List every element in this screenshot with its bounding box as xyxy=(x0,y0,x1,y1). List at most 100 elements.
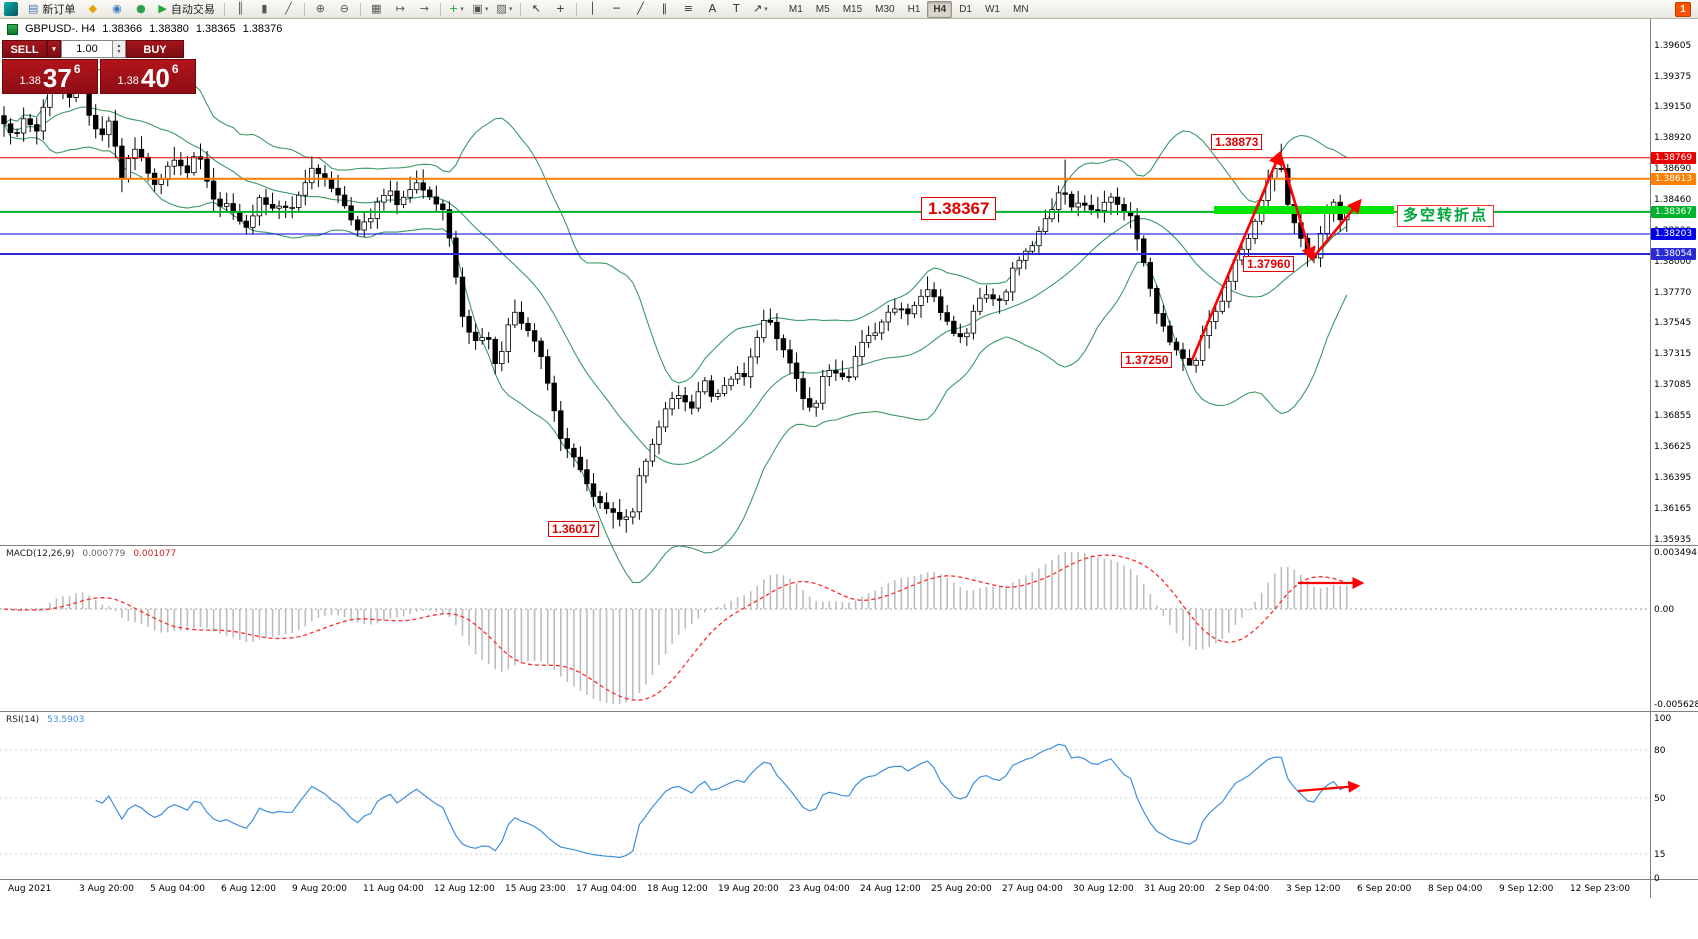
pivot-price-annotation[interactable]: 1.38367 xyxy=(921,197,997,220)
crosshair-icon[interactable]: + xyxy=(549,1,572,17)
arrows-icon: ↗ xyxy=(753,2,763,15)
chart-window-icon xyxy=(7,23,18,35)
price-annotation-label[interactable]: 1.37960 xyxy=(1243,256,1295,272)
cursor-icon: ↖ xyxy=(531,2,541,15)
zoom-in-icon[interactable]: ⊕ xyxy=(309,1,332,17)
auto-scroll-icon[interactable]: ↦ xyxy=(389,1,412,17)
macd-signal-line xyxy=(3,554,1347,701)
timeframe-m1-button[interactable]: M1 xyxy=(788,3,803,15)
sell-button[interactable]: SELL xyxy=(2,40,47,58)
sell-options-dropdown[interactable]: ▾ xyxy=(47,40,61,58)
line-chart-icon[interactable]: ╱ xyxy=(277,1,300,17)
autotrading-button[interactable]: ▶ 自动交易 xyxy=(153,1,219,17)
bollinger-bands[interactable] xyxy=(3,58,1348,584)
rsi-indicator-label: RSI(14) 53.5903 xyxy=(6,715,84,725)
templates-icon[interactable]: ▨ ▾ xyxy=(493,1,516,17)
dropdown-arrow-icon: ▾ xyxy=(508,5,513,13)
buy-price-pip: 6 xyxy=(171,62,179,76)
buy-price-prefix: 1.38 xyxy=(117,75,139,87)
macd-indicator-label: MACD(12,26,9) 0.000779 0.001077 xyxy=(6,549,176,559)
buy-price-display[interactable]: 1.38 40 6 xyxy=(100,59,196,94)
rsi-trend-arrow[interactable] xyxy=(1297,780,1361,793)
timeframe-m30-button[interactable]: M30 xyxy=(875,3,895,15)
timeframe-h1-button[interactable]: H1 xyxy=(907,3,921,15)
fibonacci-icon: ≡ xyxy=(683,2,693,15)
symbol-title: GBPUSD-. H4 xyxy=(25,23,96,35)
timeframe-h4-button[interactable]: H4 xyxy=(927,0,953,18)
zoom-out-icon: ⊖ xyxy=(339,2,349,15)
rsi-value: 53.5903 xyxy=(47,715,85,725)
buy-price-big: 40 xyxy=(140,63,170,93)
new-order-button: ▤ xyxy=(28,2,39,15)
zoom-out-icon[interactable]: ⊖ xyxy=(333,1,356,17)
toolbar-separator xyxy=(223,2,225,16)
timeframe-m5-button[interactable]: M5 xyxy=(815,3,830,15)
dropdown-arrow-icon: ▾ xyxy=(764,5,768,13)
market-watch-icon[interactable]: ◉ xyxy=(105,1,128,17)
candlesticks[interactable] xyxy=(1,68,1350,533)
chart-shift-icon: → xyxy=(419,2,429,15)
autotrading-button-label: 自动交易 xyxy=(170,4,215,16)
timeframe-d1-button[interactable]: D1 xyxy=(959,3,972,15)
trendline-icon[interactable]: ╱ xyxy=(629,1,652,17)
indicators-icon[interactable]: + ▾ xyxy=(445,1,468,17)
sell-price-display[interactable]: 1.38 37 6 xyxy=(2,59,98,94)
pivot-zone-band[interactable] xyxy=(1214,206,1394,214)
quote-open: 1.38366 xyxy=(102,23,143,35)
strategy-tester-icon[interactable]: ● xyxy=(129,1,152,17)
volume-input[interactable] xyxy=(61,40,113,58)
indicators-icon: + xyxy=(449,2,459,15)
autotrading-button: ▶ xyxy=(158,2,167,15)
zoom-in-icon: ⊕ xyxy=(315,2,325,15)
chart-shift-icon[interactable]: → xyxy=(413,1,436,17)
toolbar-separator xyxy=(303,2,305,16)
vertical-line-icon: │ xyxy=(589,2,596,15)
bar-chart-icon: ║ xyxy=(237,2,244,15)
price-annotation-label[interactable]: 1.37250 xyxy=(1121,352,1173,368)
timeframe-w1-button[interactable]: W1 xyxy=(984,3,1000,15)
equidistant-channel-icon: ∥ xyxy=(661,2,668,15)
toolbar-separator xyxy=(519,2,521,16)
templates-icon: ▨ xyxy=(496,2,507,15)
periods-icon[interactable]: ▣ ▾ xyxy=(469,1,492,17)
main-toolbar: ▤ 新订单 ◆ ◉ ● ▶ 自动交易 ║ ▮ ╱ ⊕ ⊖ ▦ ↦ → + ▾ ▣ ▾ ▨ ▾ ↖ + │ ─ ╱ ∥ ≡ A T ↗ ▾ M1 M… xyxy=(0,0,1698,19)
auto-scroll-icon: ↦ xyxy=(395,2,405,15)
bar-chart-icon[interactable]: ║ xyxy=(229,1,252,17)
quote-low: 1.38365 xyxy=(195,23,236,35)
equidistant-channel-icon[interactable]: ∥ xyxy=(653,1,676,17)
app-icon xyxy=(4,2,18,16)
timeframe-mn-button[interactable]: MN xyxy=(1012,3,1029,15)
trendline-icon: ╱ xyxy=(637,2,644,15)
vertical-line-icon[interactable]: │ xyxy=(581,1,604,17)
macd-value-2: 0.001077 xyxy=(133,549,177,559)
new-order-button[interactable]: ▤ 新订单 xyxy=(23,1,80,17)
toolbar-separator xyxy=(359,2,361,16)
text-icon[interactable]: A xyxy=(701,1,724,17)
tile-windows-icon[interactable]: ▦ xyxy=(365,1,388,17)
candlestick-chart-icon[interactable]: ▮ xyxy=(253,1,276,17)
notification-badge[interactable]: 1 xyxy=(1675,1,1691,17)
sell-price-big: 37 xyxy=(42,63,72,93)
metaeditor-icon[interactable]: ◆ xyxy=(81,1,104,17)
text-label-icon: T xyxy=(733,2,740,15)
metaeditor-icon: ◆ xyxy=(88,2,98,15)
strategy-tester-icon: ● xyxy=(136,2,146,15)
fibonacci-icon[interactable]: ≡ xyxy=(677,1,700,17)
arrows-icon[interactable]: ↗ ▾ xyxy=(749,1,772,17)
text-label-icon[interactable]: T xyxy=(725,1,748,17)
horizontal-line-icon[interactable]: ─ xyxy=(605,1,628,17)
trend-arrows[interactable] xyxy=(1190,150,1362,361)
volume-stepper[interactable]: ▲ ▼ xyxy=(113,40,126,58)
macd-histogram xyxy=(3,552,1348,704)
timeframe-m15-button[interactable]: M15 xyxy=(842,3,863,15)
price-annotation-label[interactable]: 1.36017 xyxy=(548,521,600,537)
timeframe-toolbar: M1 M5 M15 M30 H1 H4 D1 W1 MN xyxy=(783,0,1035,18)
cursor-icon[interactable]: ↖ xyxy=(525,1,548,17)
symbol-quote-line: GBPUSD-. H4 1.38366 1.38380 1.38365 1.38… xyxy=(7,23,282,35)
buy-button[interactable]: BUY xyxy=(126,40,184,58)
dropdown-arrow-icon: ▾ xyxy=(484,5,489,13)
periods-icon: ▣ xyxy=(472,2,483,15)
turning-point-annotation[interactable]: 多空转折点 xyxy=(1397,205,1495,227)
price-annotation-label[interactable]: 1.38873 xyxy=(1211,134,1263,150)
